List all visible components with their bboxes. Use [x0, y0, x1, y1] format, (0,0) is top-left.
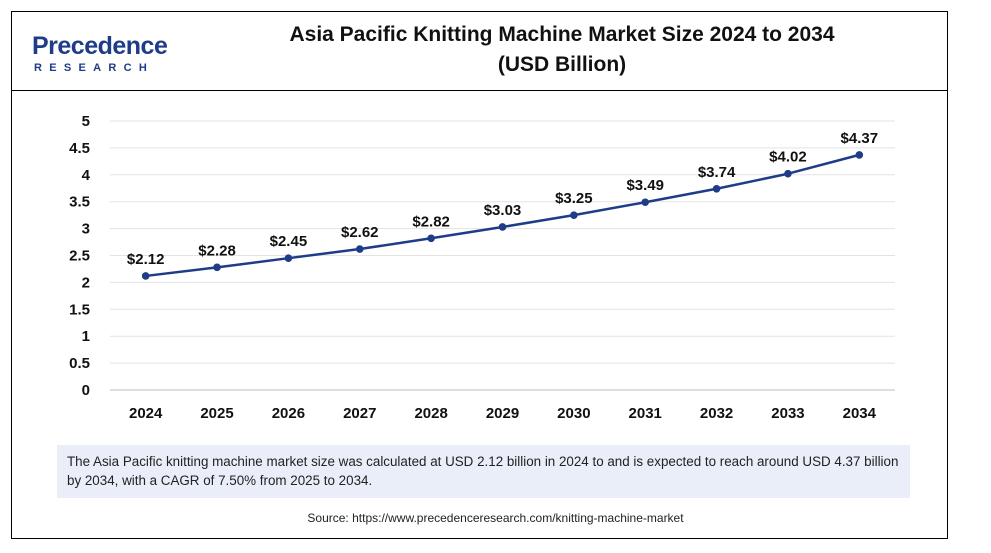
data-label: $4.37	[841, 130, 879, 147]
data-label: $3.25	[555, 190, 593, 207]
y-tick-label: 3	[82, 221, 90, 238]
data-point	[784, 169, 792, 178]
x-tick-label: 2025	[200, 405, 233, 422]
line-chart: 0 0.5 1 1.5 2 2.5 3 3.5 4 4.5 5 2024 2025 2026 2027 202…	[69, 113, 895, 422]
x-tick-label: 2029	[486, 405, 519, 422]
data-point	[284, 254, 293, 262]
data-label: $2.12	[127, 251, 165, 268]
y-tick-label: 3.5	[69, 194, 90, 211]
data-label: $2.82	[412, 213, 450, 230]
x-tick-label: 2026	[272, 405, 305, 422]
data-label: $2.28	[198, 242, 236, 259]
data-label: $2.45	[270, 233, 308, 250]
x-tick-label: 2031	[629, 405, 662, 422]
x-tick-label: 2030	[557, 405, 590, 422]
data-point	[641, 198, 650, 207]
data-point	[855, 151, 864, 159]
y-tick-label: 0.5	[69, 355, 90, 372]
data-label: $2.62	[341, 224, 379, 241]
data-point	[570, 211, 578, 219]
data-point	[498, 223, 507, 231]
data-point	[712, 184, 721, 193]
precedence-research-logo: Precedence RESEARCH	[32, 32, 182, 82]
x-tick-label: 2027	[343, 405, 376, 422]
x-tick-label: 2028	[414, 405, 447, 422]
y-tick-label: 2	[82, 274, 90, 291]
y-tick-label: 1	[82, 328, 90, 345]
x-tick-label: 2033	[771, 405, 804, 422]
header: Precedence RESEARCH Asia Pacific Knittin…	[12, 12, 947, 91]
y-tick-label: 1.5	[69, 301, 90, 318]
data-point	[355, 245, 364, 253]
y-tick-label: 2.5	[69, 248, 90, 265]
data-label: $4.02	[769, 149, 807, 166]
chart-title: Asia Pacific Knitting Machine Market Siz…	[217, 20, 907, 80]
data-label: $3.74	[698, 164, 736, 181]
y-tick-label: 5	[82, 113, 90, 130]
data-point	[141, 272, 150, 280]
logo-main-text: Precedence	[32, 32, 168, 60]
y-tick-label: 4	[82, 167, 91, 184]
x-tick-label: 2034	[843, 405, 877, 422]
logo-sub-text: RESEARCH	[34, 62, 155, 74]
summary-note: The Asia Pacific knitting machine market…	[57, 445, 910, 498]
y-tick-label: 0	[82, 382, 90, 399]
data-label: $3.03	[484, 202, 522, 219]
data-point	[213, 263, 221, 272]
chart-title-line2: (USD Billion)	[497, 53, 627, 76]
x-tick-label: 2032	[700, 405, 733, 422]
x-tick-label: 2024	[129, 405, 163, 422]
data-point	[427, 234, 435, 243]
source-text: Source: https://www.precedenceresearch.c…	[307, 511, 684, 525]
data-label: $3.49	[626, 177, 664, 194]
y-tick-label: 4.5	[69, 140, 90, 157]
chart-title-line1: Asia Pacific Knitting Machine Market Siz…	[289, 23, 835, 46]
